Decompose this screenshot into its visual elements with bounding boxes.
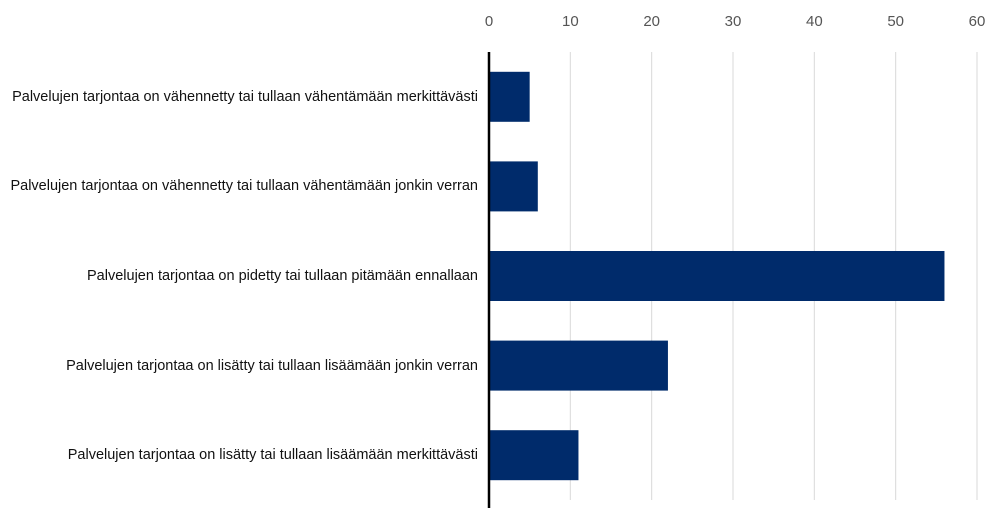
category-label: Palvelujen tarjontaa on lisätty tai tull… (66, 357, 478, 374)
x-tick-label: 50 (887, 13, 904, 30)
category-label: Palvelujen tarjontaa on vähennetty tai t… (10, 178, 478, 195)
category-label: Palvelujen tarjontaa on vähennetty tai t… (12, 88, 478, 105)
bar (489, 161, 538, 212)
bar (489, 71, 530, 122)
bar (489, 340, 668, 391)
bar (489, 251, 945, 301)
x-tick-label: 0 (485, 13, 493, 30)
x-tick-label: 20 (643, 13, 660, 30)
category-label: Palvelujen tarjontaa on pidetty tai tull… (87, 268, 478, 284)
x-tick-label: 40 (806, 13, 823, 30)
x-tick-label: 60 (969, 13, 986, 30)
x-tick-label: 10 (562, 13, 579, 30)
category-label: Palvelujen tarjontaa on lisätty tai tull… (67, 447, 478, 464)
x-tick-label: 30 (725, 13, 742, 30)
bar (489, 430, 579, 481)
